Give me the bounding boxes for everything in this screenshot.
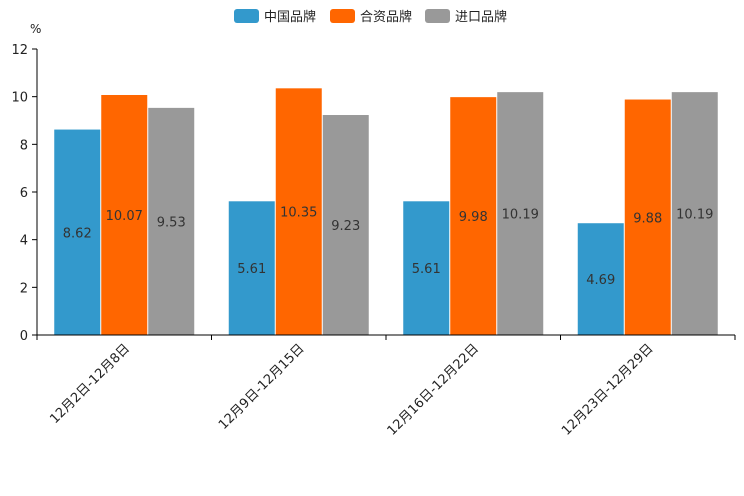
- data-label-3-3: 10.19: [502, 208, 539, 223]
- legend-swatch-1: [234, 9, 259, 23]
- y-tick-label: 6: [20, 186, 28, 201]
- data-label-2-3: 9.23: [331, 219, 360, 234]
- legend-label-3: 进口品牌: [455, 9, 507, 25]
- bar-4-3[interactable]: [671, 92, 718, 335]
- bar-group-2: 5.61 10.35 9.23: [228, 88, 369, 335]
- legend-item-2[interactable]: 合资品牌: [330, 9, 412, 25]
- data-label-3-1: 5.61: [412, 262, 441, 277]
- x-category-label-1: 12月2日-12月8日: [47, 341, 133, 427]
- bar-3-3[interactable]: [497, 92, 544, 335]
- y-tick-label: 12: [11, 43, 28, 58]
- x-category-label-4: 12月23日-12月29日: [559, 341, 656, 438]
- bar-3-2[interactable]: [450, 97, 497, 335]
- data-label-4-3: 10.19: [676, 208, 713, 223]
- x-category-label-3: 12月16日-12月22日: [385, 341, 482, 438]
- data-label-2-1: 5.61: [237, 262, 266, 277]
- bar-1-2[interactable]: [101, 94, 148, 335]
- bar-group-3: 5.61 9.98 10.19: [403, 92, 544, 335]
- data-label-3-2: 9.98: [459, 210, 488, 225]
- bar-2-3[interactable]: [322, 115, 369, 335]
- bar-3-1[interactable]: [403, 201, 450, 335]
- data-label-4-2: 9.88: [633, 211, 662, 226]
- legend-item-1[interactable]: 中国品牌: [234, 9, 316, 25]
- x-axis: 12月2日-12月8日 12月9日-12月15日 12月16日-12月22日 12月2…: [36, 334, 736, 439]
- y-axis-unit-label: %: [30, 22, 41, 36]
- data-label-4-1: 4.69: [586, 273, 615, 288]
- legend-swatch-3: [425, 9, 450, 23]
- y-tick-label: 0: [20, 329, 28, 344]
- y-tick-label: 4: [20, 234, 28, 249]
- bar-1-1[interactable]: [54, 129, 101, 335]
- data-label-1-2: 10.07: [106, 209, 143, 224]
- legend-item-3[interactable]: 进口品牌: [425, 9, 507, 25]
- x-category-label-2: 12月9日-12月15日: [216, 341, 308, 433]
- bar-4-2[interactable]: [624, 99, 671, 335]
- data-label-2-2: 10.35: [280, 206, 317, 221]
- y-tick-label: 10: [11, 91, 28, 106]
- data-label-1-1: 8.62: [63, 226, 92, 241]
- bar-2-2[interactable]: [275, 88, 322, 335]
- bar-1-3[interactable]: [148, 107, 195, 335]
- y-axis: 0 2 4 6 8 10 12: [11, 43, 38, 344]
- bar-2-1[interactable]: [228, 201, 275, 335]
- bar-4-1[interactable]: [577, 223, 624, 335]
- legend: 中国品牌 合资品牌 进口品牌: [234, 9, 507, 25]
- legend-label-2: 合资品牌: [360, 9, 412, 25]
- y-tick-label: 2: [20, 281, 28, 296]
- y-tick-label: 8: [20, 138, 28, 153]
- legend-swatch-2: [330, 9, 355, 23]
- legend-label-1: 中国品牌: [264, 9, 316, 25]
- bar-group-4: 4.69 9.88 10.19: [577, 92, 718, 335]
- data-label-1-3: 9.53: [157, 215, 186, 230]
- bar-group-1: 8.62 10.07 9.53: [54, 94, 195, 335]
